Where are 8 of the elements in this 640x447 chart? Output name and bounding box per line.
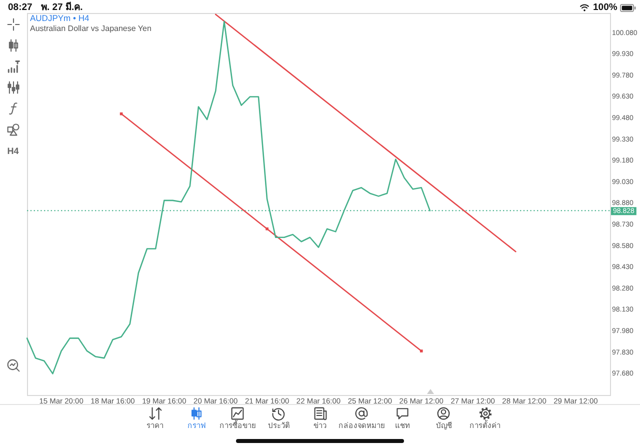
text: พ. 27 มี.ค. — [41, 2, 83, 14]
text: 100% — [593, 2, 618, 14]
point — [420, 350, 423, 352]
text: 08:27 — [8, 2, 32, 14]
text: Australian Dollar vs Japanese Yen — [30, 24, 152, 34]
point — [266, 227, 268, 230]
chart-title: AUDJPYm • H4 — [30, 13, 90, 24]
text: H4 — [6, 146, 20, 156]
